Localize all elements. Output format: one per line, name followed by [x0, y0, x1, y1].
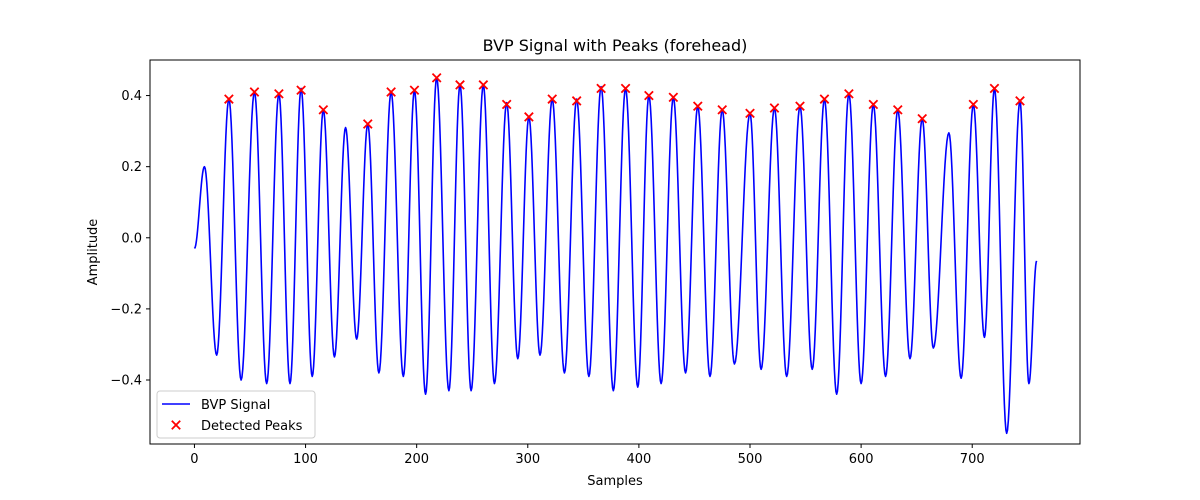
- peak-marker: [478, 80, 489, 90]
- peak-marker: [524, 112, 534, 122]
- bvp-signal-line: [193, 76, 1038, 435]
- peak-marker: [547, 94, 558, 104]
- y-tick-label: −0.2: [110, 302, 142, 317]
- peak-marker: [596, 83, 606, 94]
- x-axis-ticks: 0 100 200 300 400 500 600 700: [190, 444, 985, 467]
- x-axis-label: Samples: [587, 474, 643, 489]
- y-tick-label: 0.4: [121, 89, 142, 104]
- peak-marker: [892, 104, 903, 115]
- x-tick-label: 100: [293, 452, 318, 467]
- x-tick-label: 300: [515, 452, 540, 467]
- peak-marker: [431, 72, 442, 83]
- legend-label-detected-peaks: Detected Peaks: [201, 419, 303, 434]
- peak-marker: [1015, 96, 1025, 106]
- peak-markers-layer: [224, 72, 1025, 129]
- peak-marker: [409, 85, 420, 96]
- chart-title: BVP Signal with Peaks (forehead): [483, 36, 748, 55]
- peak-marker: [968, 99, 979, 110]
- peak-marker: [668, 92, 679, 103]
- peak-marker: [249, 87, 260, 97]
- x-tick-label: 600: [849, 452, 874, 467]
- legend: BVP Signal Detected Peaks: [156, 390, 316, 439]
- peak-marker: [745, 108, 755, 119]
- legend-box: [156, 390, 316, 439]
- peak-marker: [844, 88, 854, 99]
- peak-marker: [274, 88, 284, 99]
- peak-marker: [455, 80, 465, 90]
- y-tick-label: 0.2: [121, 160, 142, 175]
- x-tick-label: 200: [404, 452, 429, 467]
- peak-marker: [644, 90, 654, 101]
- peak-marker: [386, 87, 396, 97]
- x-tick-label: 400: [626, 452, 651, 467]
- legend-x-swatch: [171, 420, 181, 430]
- peak-marker: [692, 101, 703, 112]
- y-tick-label: 0.0: [121, 231, 142, 246]
- peak-marker: [917, 113, 928, 124]
- series-layer: [193, 76, 1038, 435]
- x-tick-label: 0: [190, 452, 198, 467]
- peak-marker: [224, 94, 234, 104]
- y-tick-label: −0.4: [110, 374, 142, 389]
- plot-area-frame: [149, 59, 1081, 445]
- peak-marker: [795, 101, 805, 112]
- legend-x-marker: [171, 420, 181, 430]
- peak-marker: [989, 83, 1000, 94]
- peak-marker: [296, 85, 306, 96]
- peak-marker: [501, 99, 512, 110]
- y-axis-ticks: −0.4 −0.2 0.0 0.2 0.4: [110, 89, 150, 389]
- peak-marker: [620, 83, 631, 94]
- peak-marker: [819, 94, 830, 104]
- x-tick-label: 700: [960, 452, 985, 467]
- x-tick-label: 500: [738, 452, 763, 467]
- y-axis-label: Amplitude: [86, 219, 101, 286]
- peak-marker: [868, 99, 879, 110]
- peak-marker: [717, 104, 728, 115]
- legend-label-bvp-signal: BVP Signal: [201, 398, 270, 413]
- peak-marker: [571, 96, 582, 106]
- peak-marker: [318, 104, 329, 115]
- peak-marker: [769, 103, 780, 113]
- peak-marker: [362, 119, 373, 129]
